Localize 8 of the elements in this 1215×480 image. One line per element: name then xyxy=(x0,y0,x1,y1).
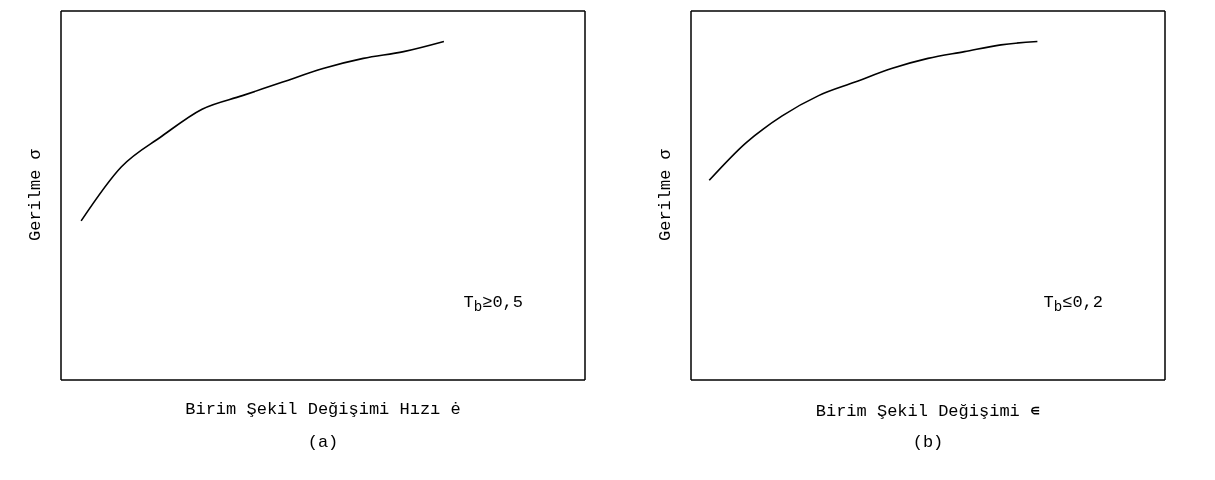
annotation: T$_{b}$≤0,2 xyxy=(1043,293,1103,316)
x-axis-title: Birim Şekil Değişimi Hızı ė xyxy=(184,400,462,419)
y-axis-title: Gerilme σ xyxy=(656,148,675,244)
text: (a) xyxy=(306,433,340,452)
text: (b) xyxy=(911,433,945,452)
y-axis-title: Gerilme σ xyxy=(26,148,45,244)
annotation: T$_{b}$≥0,5 xyxy=(463,293,523,316)
x-axis-title: Birim Şekil Değişimi ∊ xyxy=(814,401,1042,421)
